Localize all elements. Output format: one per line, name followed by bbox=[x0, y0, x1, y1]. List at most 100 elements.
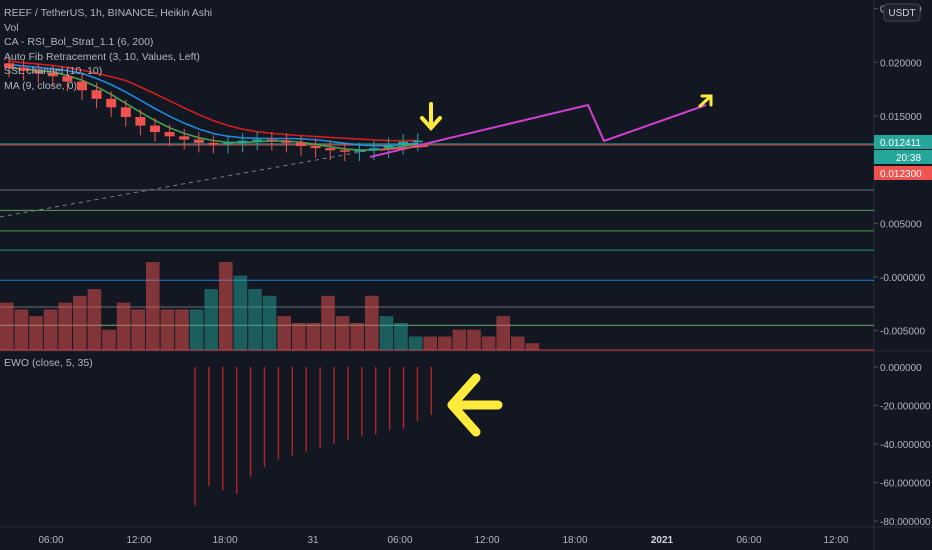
volume-bar bbox=[131, 309, 145, 350]
volume-bar bbox=[511, 336, 525, 350]
ewo-tick-label: 0.000000 bbox=[880, 363, 922, 374]
legend-vol[interactable]: Vol bbox=[4, 21, 19, 34]
ewo-tick-label: -20.000000 bbox=[880, 402, 931, 413]
legend-indicator-rsi[interactable]: CA - RSI_Bol_Strat_1.1 (6, 200) bbox=[4, 36, 154, 48]
volume-bar bbox=[262, 295, 277, 350]
volume-bar bbox=[525, 343, 540, 350]
volume-bar bbox=[277, 316, 291, 350]
price-tick-label: -0.005000 bbox=[880, 327, 925, 338]
volume-bar bbox=[233, 275, 248, 350]
candle-body bbox=[91, 90, 102, 99]
ewo-tick-label: -60.000000 bbox=[880, 479, 931, 490]
volume-bar bbox=[14, 309, 29, 350]
volume-bar bbox=[423, 336, 437, 350]
volume-bar bbox=[0, 302, 14, 350]
volume-bar bbox=[87, 289, 102, 350]
volume-bar bbox=[219, 262, 233, 350]
candle-body bbox=[120, 107, 131, 118]
time-tick-label: 2021 bbox=[651, 535, 674, 546]
candle-body bbox=[310, 146, 321, 149]
currency-badge[interactable]: USDT bbox=[888, 8, 915, 19]
time-tick-label: 12:00 bbox=[474, 535, 499, 546]
currency-badge-bg bbox=[883, 3, 921, 22]
fib-levels bbox=[0, 143, 874, 351]
last-price-badge: 0.012411 bbox=[880, 138, 921, 149]
volume-bar bbox=[73, 295, 87, 350]
volume-bar bbox=[58, 302, 72, 350]
price-tick-label: 0.020000 bbox=[880, 58, 922, 69]
candle-body bbox=[398, 141, 409, 145]
volume-bar bbox=[335, 316, 350, 350]
countdown-badge-bg bbox=[874, 150, 932, 164]
time-axis[interactable]: 06:00 12:00 18:00 31 06:00 12:00 18:00 2021 06:0… bbox=[0, 526, 932, 546]
volume-bar bbox=[496, 316, 510, 350]
candle-body bbox=[4, 63, 14, 68]
candle-body bbox=[47, 73, 58, 77]
price-candles bbox=[4, 55, 423, 162]
candle-body bbox=[266, 139, 277, 142]
candle-body bbox=[412, 140, 423, 143]
candle-body bbox=[193, 139, 204, 143]
volume-bar bbox=[248, 289, 262, 350]
candle-body bbox=[339, 150, 350, 152]
candle-body bbox=[296, 142, 306, 147]
candle-body bbox=[62, 76, 73, 82]
volume-bar bbox=[29, 316, 43, 350]
volume-bar bbox=[146, 262, 160, 350]
ewo-tick-label: -80.000000 bbox=[880, 517, 931, 528]
candle-body bbox=[281, 140, 292, 143]
volume-bar bbox=[467, 329, 481, 350]
candle-body bbox=[354, 150, 365, 152]
candle-body bbox=[33, 70, 44, 74]
arrow-down-icon bbox=[420, 102, 442, 131]
level-price-badge: 0.012300 bbox=[880, 169, 922, 180]
candle-body bbox=[77, 81, 87, 91]
annotations bbox=[420, 94, 713, 437]
time-tick-label: 12:00 bbox=[823, 535, 848, 546]
volume-bar bbox=[408, 336, 423, 350]
volume-bar bbox=[43, 309, 58, 350]
short-level-line bbox=[379, 145, 429, 151]
volume-bar bbox=[321, 295, 335, 350]
volume-bar bbox=[160, 309, 175, 350]
ma-mid-line bbox=[8, 63, 418, 147]
volume-bar bbox=[292, 322, 306, 350]
volume-bar bbox=[438, 336, 452, 350]
legend-indicator-ma[interactable]: MA (9, close, 0) bbox=[4, 79, 77, 92]
ma-slow-line bbox=[8, 60, 418, 142]
candle-body bbox=[237, 140, 248, 143]
countdown-badge: 20:38 bbox=[896, 153, 921, 164]
volume-bar bbox=[394, 322, 408, 350]
volume-bar bbox=[379, 316, 394, 350]
candle-body bbox=[383, 144, 394, 149]
volume-bar bbox=[116, 302, 131, 350]
candle-body bbox=[252, 139, 263, 142]
candle-body bbox=[106, 98, 117, 108]
legend-indicator-ssl[interactable]: SSL channel (10, 10) bbox=[4, 65, 103, 77]
last-price-badge-bg bbox=[874, 135, 932, 149]
candle-body bbox=[325, 148, 336, 151]
candle-body bbox=[369, 148, 379, 151]
candle-body bbox=[223, 142, 233, 145]
legend-indicator-fib[interactable]: Auto Fib Retracement (3, 10, Values, Lef… bbox=[4, 50, 200, 63]
volume-bar bbox=[189, 309, 204, 350]
level-price-badge-bg bbox=[874, 166, 932, 180]
ewo-title[interactable]: EWO (close, 5, 35) bbox=[4, 357, 93, 369]
volume-bar bbox=[102, 329, 116, 350]
time-tick-label: 18:00 bbox=[562, 535, 587, 546]
price-axis[interactable]: 0.0250000.0200000.0150000.0100000.005000… bbox=[874, 5, 931, 528]
candle-body bbox=[150, 125, 160, 133]
arrow-left-icon bbox=[447, 373, 503, 437]
symbol-title[interactable]: REEF / TetherUS, 1h, BINANCE, Heikin Ash… bbox=[4, 7, 213, 19]
candle-body bbox=[208, 142, 219, 145]
projection-lines bbox=[369, 103, 707, 158]
ewo-bars bbox=[194, 367, 432, 506]
volume-bar bbox=[452, 329, 467, 350]
projection-path bbox=[369, 103, 707, 158]
time-tick-label: 06:00 bbox=[387, 535, 412, 546]
candle-body bbox=[18, 67, 29, 71]
candle-body bbox=[164, 132, 175, 137]
candle-body bbox=[179, 136, 190, 140]
